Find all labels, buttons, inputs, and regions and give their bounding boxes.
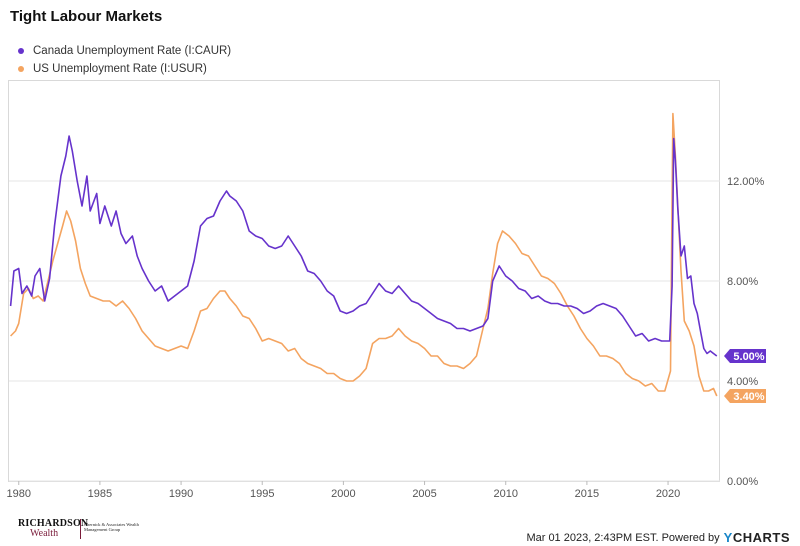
legend-dot-canada [18,48,24,54]
x-tick-label: 2005 [412,488,436,500]
y-tick-label: 12.00% [727,176,765,188]
legend-item-canada[interactable]: Canada Unemployment Rate (I:CAUR) [18,42,231,60]
series-line-us [10,112,718,397]
end-label-value: 5.00% [733,351,764,363]
logo-side-text: Chernick & Associates Wealth Management … [84,522,139,532]
ycharts-logo-rest: CHARTS [732,530,790,545]
ycharts-logo[interactable]: YCHARTS [724,530,790,545]
x-tick-label: 2020 [656,488,680,500]
richardson-wealth-logo: RICHARDSON Wealth Chernick & Associates … [18,518,139,539]
x-tick-label: 1985 [88,488,112,500]
chart-title: Tight Labour Markets [10,8,163,25]
y-tick-label: 4.00% [727,376,758,388]
logo-divider [80,519,81,539]
end-label-badge [724,389,766,403]
x-tick-label: 1980 [6,488,30,500]
y-tick-label: 8.00% [727,276,758,288]
legend-item-us[interactable]: US Unemployment Rate (I:USUR) [18,60,231,78]
ycharts-logo-y: Y [723,530,733,545]
x-tick-label: 2010 [493,488,517,500]
end-label-badge [724,349,766,363]
end-label-canada: 5.00% [724,349,766,363]
y-tick-label: 0.00% [727,476,758,488]
x-tick-label: 2015 [575,488,599,500]
footer-attribution: Mar 01 2023, 2:43PM EST. Powered by YCHA… [526,530,790,545]
legend-label-us: US Unemployment Rate (I:USUR) [33,63,207,75]
legend-label-canada: Canada Unemployment Rate (I:CAUR) [33,45,232,57]
logo-sub-text: Wealth [30,528,59,539]
footer-timestamp: Mar 01 2023, 2:43PM EST. Powered by [526,531,720,544]
x-tick-label: 2000 [331,488,355,500]
chart-legend: Canada Unemployment Rate (I:CAUR) US Une… [18,42,231,78]
x-tick-label: 1990 [169,488,193,500]
x-tick-label: 1995 [250,488,274,500]
end-label-us: 3.40% [724,389,766,403]
end-label-value: 3.40% [733,391,764,403]
logo-main-text: RICHARDSON [18,518,89,529]
legend-dot-us [18,66,24,72]
series-line-canada [9,135,718,357]
